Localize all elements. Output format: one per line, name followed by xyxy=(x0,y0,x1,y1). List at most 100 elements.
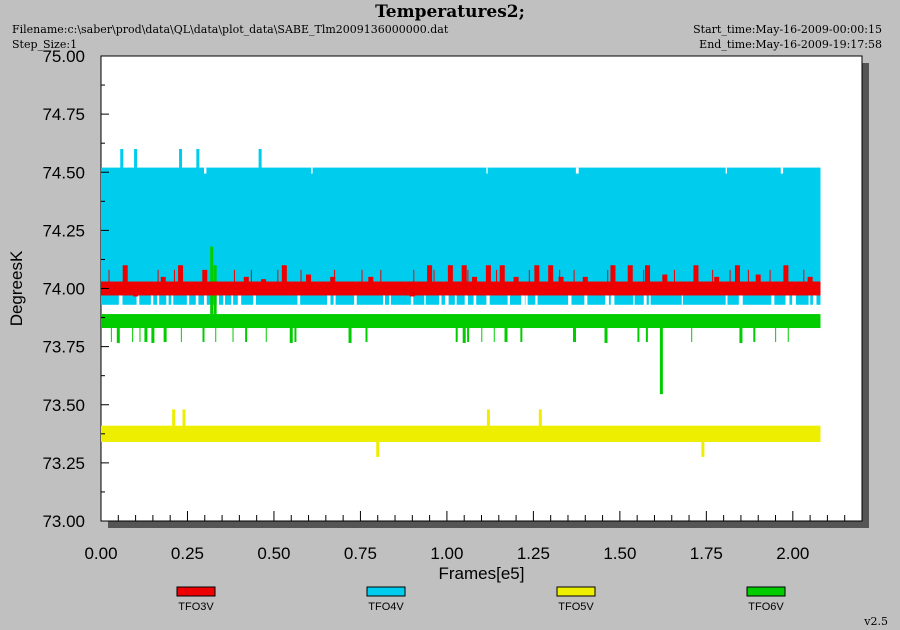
series-spike-TFO6V xyxy=(151,328,155,343)
series-spike-TFO3V xyxy=(472,276,478,283)
series-gap-TFO4V xyxy=(738,295,743,306)
series-spike-TFO6V xyxy=(462,328,466,343)
series-gap-TFO4V xyxy=(354,295,357,306)
series-spike-TFO3V xyxy=(627,265,633,283)
series-spike-TFO3V xyxy=(306,274,312,283)
series-gap-TFO4V xyxy=(424,295,426,306)
series-spike-TFO3V xyxy=(122,265,128,283)
series-spike-TFO3V xyxy=(160,276,166,283)
filename-text: Filename:c:\saber\prod\data\QL\data\plot… xyxy=(12,23,449,36)
series-gap-TFO4V xyxy=(643,295,647,306)
series-spike-TFO5V xyxy=(486,409,490,427)
series-spike-TFO6V xyxy=(659,328,663,395)
time-info: Start_time:May-16-2009-00:00:15 End_time… xyxy=(693,22,882,52)
series-gap-TFO4V xyxy=(216,295,219,306)
x-axis-label: Frames[e5] xyxy=(439,564,525,583)
series-spike-TFO3V xyxy=(499,265,505,283)
series-spike-TFO3V xyxy=(261,279,267,283)
version-label: v2.5 xyxy=(864,615,888,628)
series-gap-TFO4V xyxy=(195,295,199,306)
y-tick-label: 75.00 xyxy=(42,47,85,66)
series-spike-TFO3V xyxy=(178,265,184,283)
series-gap-TFO4V xyxy=(610,295,615,306)
x-tick-label: 1.50 xyxy=(603,544,636,563)
series-gap-TFO4V xyxy=(454,295,457,306)
x-tick-label: 1.25 xyxy=(517,544,550,563)
series-band-TFO6V xyxy=(101,314,821,329)
x-tick-label: 0.25 xyxy=(171,544,204,563)
series-gap-TFO4V xyxy=(725,295,728,306)
series-gap-TFO4V xyxy=(231,295,234,306)
x-tick-label: 0.75 xyxy=(344,544,377,563)
series-gap-TFO4V xyxy=(584,295,588,306)
series-band-TFO5V xyxy=(101,425,821,442)
x-tick-label: 2.00 xyxy=(776,544,809,563)
series-gap-TFO4V xyxy=(383,295,385,306)
series-gap-TFO4V xyxy=(333,295,336,306)
series-gap-TFO4V xyxy=(171,295,174,306)
y-tick-label: 74.75 xyxy=(42,105,85,124)
series-gap-TFO4V xyxy=(771,295,775,306)
series-spike-TFO3V xyxy=(714,276,720,283)
x-tick-label: 1.75 xyxy=(690,544,723,563)
y-tick-label: 73.25 xyxy=(42,454,85,473)
series-spike-TFO4V xyxy=(179,149,183,169)
series-gap-TFO4V xyxy=(486,295,490,306)
series-spike-TFO6V xyxy=(210,246,214,316)
series-gap-TFO4V xyxy=(648,295,651,306)
x-tick-label: 0.00 xyxy=(84,544,117,563)
series-spike-TFO3V xyxy=(281,265,287,283)
series-gap-TFO4V xyxy=(525,295,528,306)
series-gap-TFO4V xyxy=(223,295,226,306)
series-spike-TFO3V xyxy=(610,265,616,283)
series-notch-TFO4V xyxy=(725,167,728,174)
series-spike-TFO3V xyxy=(485,265,491,283)
x-tick-label: 0.50 xyxy=(257,544,290,563)
series-gap-TFO4V xyxy=(203,295,207,306)
series-spike-TFO3V xyxy=(534,265,540,283)
series-spike-TFO3V xyxy=(427,265,433,283)
series-spike-TFO3V xyxy=(807,276,813,283)
series-spike-TFO3V xyxy=(330,276,336,283)
series-spike-TFO4V xyxy=(134,149,138,169)
series-gap-TFO4V xyxy=(444,295,449,306)
series-gap-TFO4V xyxy=(681,295,683,306)
series-spike-TFO3V xyxy=(755,274,761,283)
series-spike-TFO6V xyxy=(289,328,293,343)
series-spike-TFO3V xyxy=(693,265,699,283)
series-gap-TFO4V xyxy=(136,295,140,306)
series-spike-TFO3V xyxy=(133,288,139,297)
series-spike-TFO3V xyxy=(734,265,740,283)
chart-title: Temperatures2; xyxy=(375,2,525,22)
series-gap-TFO4V xyxy=(633,295,635,306)
series-spike-TFO6V xyxy=(604,328,608,343)
series-spike-TFO5V xyxy=(538,409,542,427)
series-gap-TFO4V xyxy=(605,295,609,306)
x-tick-label: 1.00 xyxy=(430,544,463,563)
series-spike-TFO3V xyxy=(368,276,374,283)
series-gap-TFO4V xyxy=(535,295,538,306)
y-tick-label: 74.50 xyxy=(42,163,85,182)
start-time-text: Start_time:May-16-2009-00:00:15 xyxy=(693,23,882,36)
series-gap-TFO4V xyxy=(812,295,817,306)
y-tick-label: 74.25 xyxy=(42,221,85,240)
legend-label-TFO4V: TFO4V xyxy=(368,601,404,613)
series-gap-TFO4V xyxy=(792,295,796,306)
series-gap-TFO4V xyxy=(439,295,442,306)
series-gap-TFO4V xyxy=(118,295,123,306)
series-spike-TFO3V xyxy=(409,281,415,297)
y-tick-label: 73.75 xyxy=(42,338,85,357)
series-gap-TFO4V xyxy=(808,295,811,306)
series-gap-TFO4V xyxy=(157,295,160,306)
series-spike-TFO3V xyxy=(645,265,651,283)
step-size-text: Step_Size:1 xyxy=(12,38,78,51)
y-tick-label: 74.00 xyxy=(42,280,85,299)
series-notch-TFO4V xyxy=(486,167,488,174)
series-gap-TFO4V xyxy=(507,295,510,306)
file-info: Filename:c:\saber\prod\data\QL\data\plot… xyxy=(12,22,448,52)
series-spike-TFO3V xyxy=(202,269,208,283)
series-spike-TFO3V xyxy=(461,265,467,283)
legend-swatch-TFO3V xyxy=(176,586,216,597)
series-gap-TFO4V xyxy=(186,295,190,306)
